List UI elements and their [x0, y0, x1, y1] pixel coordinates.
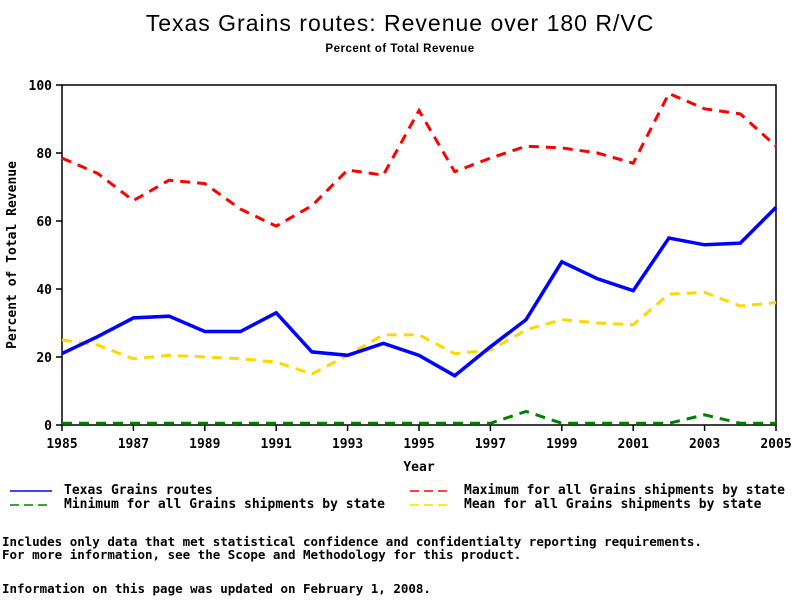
x-axis-tick-label: 1989	[189, 437, 220, 452]
y-axis-title: Percent of Total Revenue	[5, 161, 20, 349]
x-axis-tick-label: 1999	[546, 437, 577, 452]
chart-subtitle: Percent of Total Revenue	[325, 43, 475, 55]
x-axis-tick-label: 1997	[475, 437, 506, 452]
dashed-line-swatch-icon	[10, 503, 52, 506]
y-axis-tick-label: 60	[36, 215, 52, 230]
legend-label: Texas Grains routes	[64, 483, 213, 498]
chart-legend: Texas Grains routes Maximum for all Grai…	[8, 483, 796, 512]
page-updated-note: Information on this page was updated on …	[2, 581, 431, 596]
y-axis-tick-label: 100	[29, 79, 53, 94]
y-axis-tick-label: 0	[44, 419, 52, 434]
plot-frame	[61, 84, 777, 426]
x-axis-tick-label: 2003	[689, 437, 720, 452]
series-line-minimum-for-all-grains-shipments-by-state	[62, 409, 776, 425]
x-axis-tick-label: 1985	[46, 437, 77, 452]
solid-line-swatch-icon	[10, 489, 52, 492]
legend-item-minimum: Minimum for all Grains shipments by stat…	[8, 497, 408, 512]
x-axis-title: Year	[403, 460, 434, 475]
legend-label: Minimum for all Grains shipments by stat…	[64, 497, 385, 512]
confidentiality-note-line2: For more information, see the Scope and …	[2, 546, 522, 562]
legend-label: Maximum for all Grains shipments by stat…	[464, 483, 785, 498]
series-line-mean-for-all-grains-shipments-by-state	[61, 290, 777, 376]
x-axis-tick-label: 2005	[760, 437, 791, 452]
dashed-line-swatch-icon	[410, 489, 452, 492]
legend-item-mean: Mean for all Grains shipments by state	[408, 497, 796, 512]
y-axis-tick-label: 20	[36, 351, 52, 366]
legend-item-maximum: Maximum for all Grains shipments by stat…	[408, 483, 796, 498]
confidentiality-note-line1: Includes only data that met statistical …	[2, 534, 702, 549]
chart-title: Texas Grains routes: Revenue over 180 R/…	[145, 10, 655, 36]
x-axis-tick-label: 2001	[618, 437, 649, 452]
x-axis-tick-label: 1987	[118, 437, 149, 452]
legend-item-texas-grains-routes: Texas Grains routes	[8, 483, 408, 498]
legend-label: Mean for all Grains shipments by state	[464, 497, 762, 512]
x-axis-tick-label: 1995	[403, 437, 434, 452]
x-axis-tick-label: 1991	[261, 437, 292, 452]
y-axis-tick-label: 40	[36, 283, 52, 298]
confidentiality-note: Includes only data that met statistical …	[2, 534, 702, 562]
y-axis-tick-label: 80	[36, 147, 52, 162]
line-chart: 0 20 40 60 80 100 1985 1987 1989 1991 1993 1995 1997…	[5, 79, 792, 475]
series-line-texas-grains-routes	[61, 206, 778, 378]
dashed-line-swatch-icon	[410, 503, 452, 506]
x-axis-tick-label: 1993	[332, 437, 363, 452]
series-line-maximum-for-all-grains-shipments-by-state	[61, 91, 778, 228]
